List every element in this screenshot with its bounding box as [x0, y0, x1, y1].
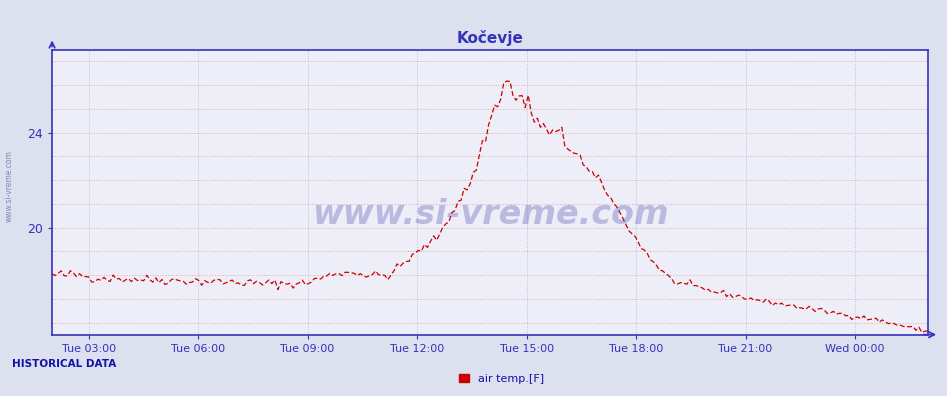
Text: www.si-vreme.com: www.si-vreme.com — [5, 150, 14, 222]
Text: HISTORICAL DATA: HISTORICAL DATA — [12, 360, 116, 369]
Title: Kočevje: Kočevje — [456, 30, 524, 46]
Legend: air temp.[F]: air temp.[F] — [455, 369, 549, 388]
Text: www.si-vreme.com: www.si-vreme.com — [312, 198, 669, 231]
